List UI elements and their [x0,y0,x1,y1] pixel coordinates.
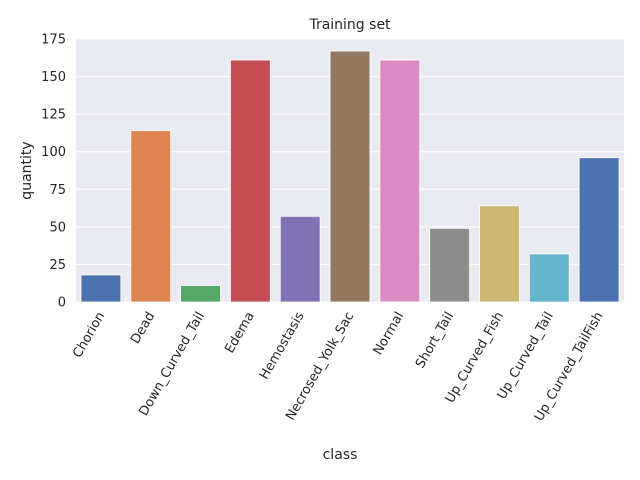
x-tick-label: Dead [128,310,158,347]
x-tick-label: Edema [222,310,258,357]
y-tick-label: 0 [58,296,66,311]
bar-normal [379,59,421,303]
y-axis-label: quantity [19,141,35,199]
y-tick-label: 100 [41,145,66,160]
bar-up-curved-tail [528,253,570,303]
bar-chorion [80,274,122,303]
bar-short-tail [429,227,470,303]
bar-dead [130,130,172,303]
y-tick-labels: 0 25 50 75 100 125 150 175 [41,33,66,311]
chart-title: Training set [308,17,391,33]
bar-necrosed-yolk-sac [329,50,371,303]
x-tick-label: Normal [371,310,408,358]
y-tick-label: 150 [41,70,66,85]
y-tick-label: 50 [49,220,66,235]
y-tick-label: 25 [49,258,66,273]
bar-edema [230,59,271,303]
x-tick-label: Hemostasis [257,309,308,382]
x-tick-label: Chorion [70,310,108,361]
bars [80,50,620,303]
x-tick-label: Short_Tail [413,310,457,372]
y-tick-label: 75 [49,183,66,198]
bar-down-curved-tail [180,285,221,303]
y-tick-label: 175 [41,33,66,48]
bar-up-curved-fish [479,205,520,303]
y-tick-label: 125 [41,108,66,123]
bar-hemostasis [279,215,321,303]
x-axis-label: class [323,447,358,463]
bar-up-curved-tailfish [578,157,620,303]
